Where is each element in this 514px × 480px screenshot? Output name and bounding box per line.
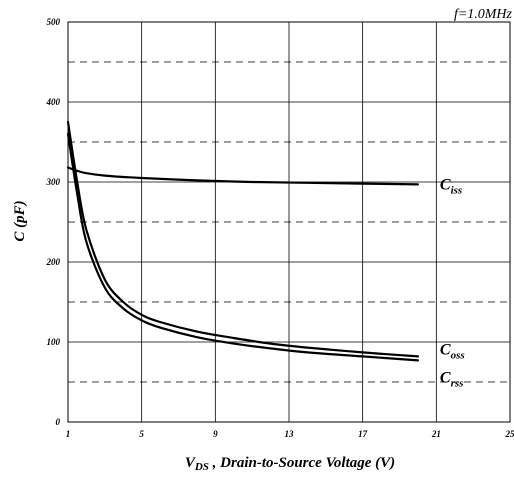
y-tick-label: 0 xyxy=(56,417,61,427)
y-tick-label: 500 xyxy=(47,17,61,27)
series-line-coss xyxy=(66,120,420,358)
x-axis-title-main: V xyxy=(185,455,197,471)
x-tick-label: 5 xyxy=(139,429,144,439)
series-line-ciss xyxy=(66,166,420,186)
x-tick-label: 25 xyxy=(505,429,514,439)
plot-frame xyxy=(67,21,511,423)
y-tick-label: 400 xyxy=(46,97,61,107)
x-tick-label: 1 xyxy=(66,429,71,439)
tick-labels: 1 5 9 13 17 21 25 0 100 200 300 400 500 xyxy=(46,17,514,439)
series-label-coss: Coss xyxy=(440,341,465,361)
series-label-crss: Crss xyxy=(440,369,464,389)
series-lines xyxy=(66,120,420,362)
y-tick-label: 300 xyxy=(46,177,61,187)
series-label-ciss: Ciss xyxy=(440,176,462,196)
y-tick-label: 200 xyxy=(46,257,61,267)
y-axis-title: C (pF) xyxy=(12,200,28,241)
x-axis-title-sub: DS xyxy=(194,461,209,473)
grid xyxy=(67,21,511,423)
x-tick-label: 13 xyxy=(285,429,295,439)
x-axis-title-rest: , Drain-to-Source Voltage (V) xyxy=(209,455,395,471)
series-labels: Ciss Coss Crss xyxy=(440,176,465,389)
x-tick-label: 21 xyxy=(431,429,441,439)
x-axis-title: VDS , Drain-to-Source Voltage (V) xyxy=(185,455,395,473)
series-line-crss xyxy=(66,132,420,362)
y-tick-label: 100 xyxy=(47,337,61,347)
x-tick-label: 17 xyxy=(358,429,368,439)
frequency-annotation: f=1.0MHz xyxy=(454,7,513,22)
x-tick-label: 9 xyxy=(213,429,218,439)
